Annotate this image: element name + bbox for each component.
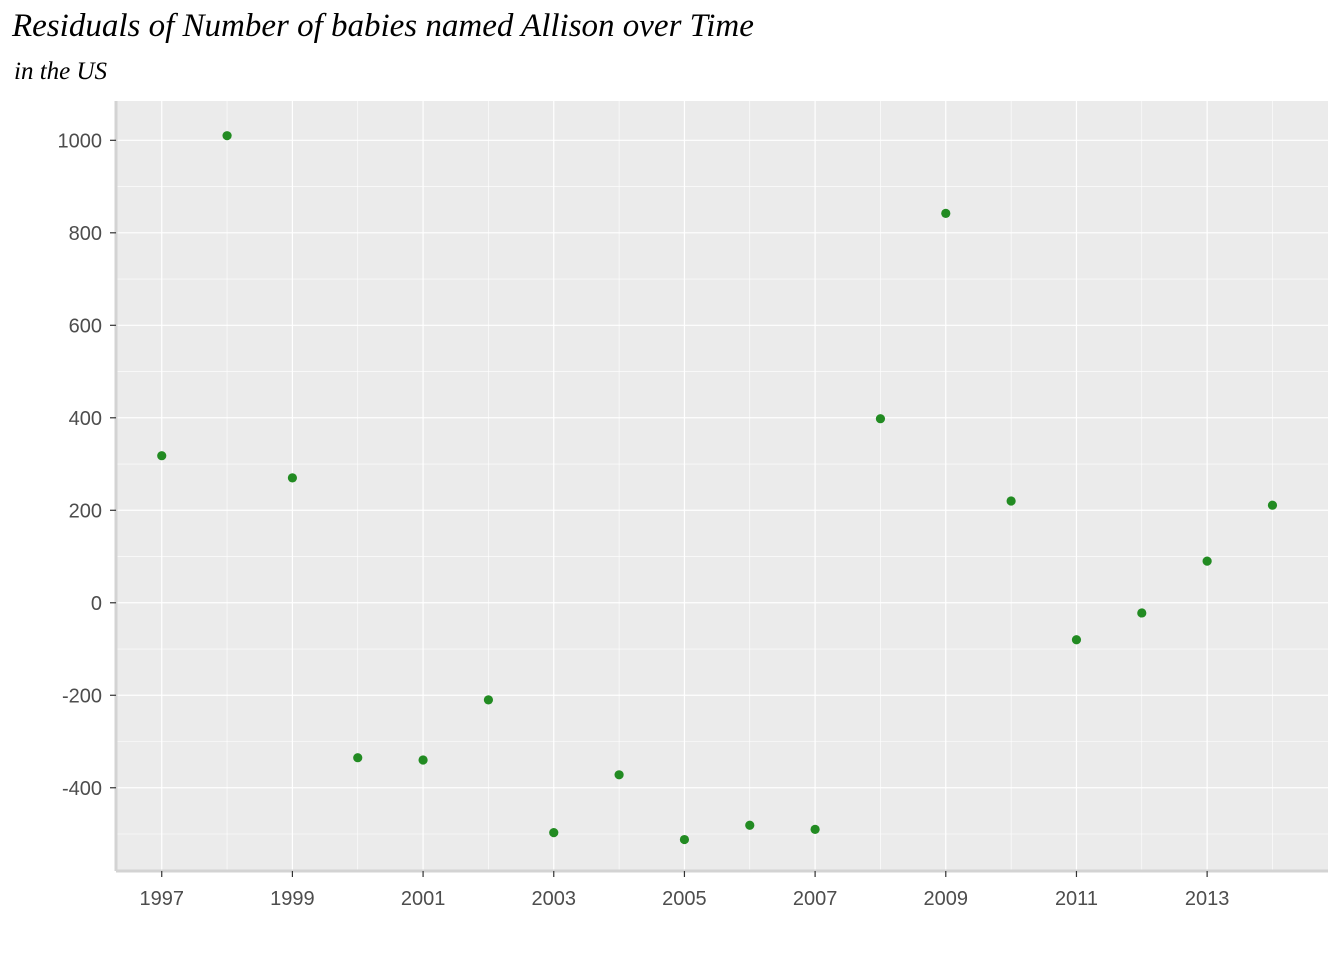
data-point xyxy=(483,695,494,705)
data-point xyxy=(745,820,755,830)
data-point xyxy=(418,755,428,765)
x-tick-label: 2005 xyxy=(662,888,707,910)
x-tick-label: 2001 xyxy=(401,888,446,910)
x-tick-label: 1997 xyxy=(139,888,184,910)
data-point xyxy=(353,753,363,763)
y-axis-ticks: -400 -200 0 200 400 600 800 1000 xyxy=(58,130,116,800)
x-tick-label: 2003 xyxy=(532,888,577,910)
chart-title: Residuals of Number of babies named Alli… xyxy=(12,8,754,44)
data-point xyxy=(222,131,232,141)
y-tick-label: 0 xyxy=(91,593,102,615)
x-tick-label: 2009 xyxy=(924,888,969,910)
x-axis-ticks: 1997 1999 2001 2003 2005 2007 2009 2011 2013 xyxy=(139,871,1229,910)
x-tick-label: 2007 xyxy=(793,888,838,910)
data-point xyxy=(941,208,951,218)
plot-panel xyxy=(116,101,1328,871)
data-point xyxy=(287,473,298,483)
data-point xyxy=(1006,496,1016,506)
y-tick-label: 800 xyxy=(69,223,102,245)
chart-subtitle: in the US xyxy=(14,58,108,85)
data-points xyxy=(157,131,1278,845)
minor-gridlines xyxy=(116,101,1328,871)
x-tick-label: 1999 xyxy=(270,888,315,910)
y-tick-label: 1000 xyxy=(58,130,103,152)
data-point xyxy=(679,834,690,845)
x-tick-label: 2013 xyxy=(1185,888,1230,910)
y-tick-label: -400 xyxy=(62,778,102,800)
x-tick-label: 2011 xyxy=(1055,888,1098,910)
y-tick-label: -200 xyxy=(62,685,102,707)
data-point xyxy=(875,414,886,424)
data-point xyxy=(614,770,624,780)
data-point xyxy=(1267,500,1278,510)
data-point xyxy=(1202,556,1212,566)
data-point xyxy=(549,828,559,838)
data-point xyxy=(157,451,167,461)
data-point xyxy=(810,824,820,834)
y-tick-label: 400 xyxy=(69,408,102,430)
data-point xyxy=(1071,635,1082,645)
y-tick-label: 600 xyxy=(69,315,102,337)
major-gridlines xyxy=(116,101,1328,871)
y-tick-label: 200 xyxy=(69,500,102,522)
data-point xyxy=(1137,608,1147,618)
